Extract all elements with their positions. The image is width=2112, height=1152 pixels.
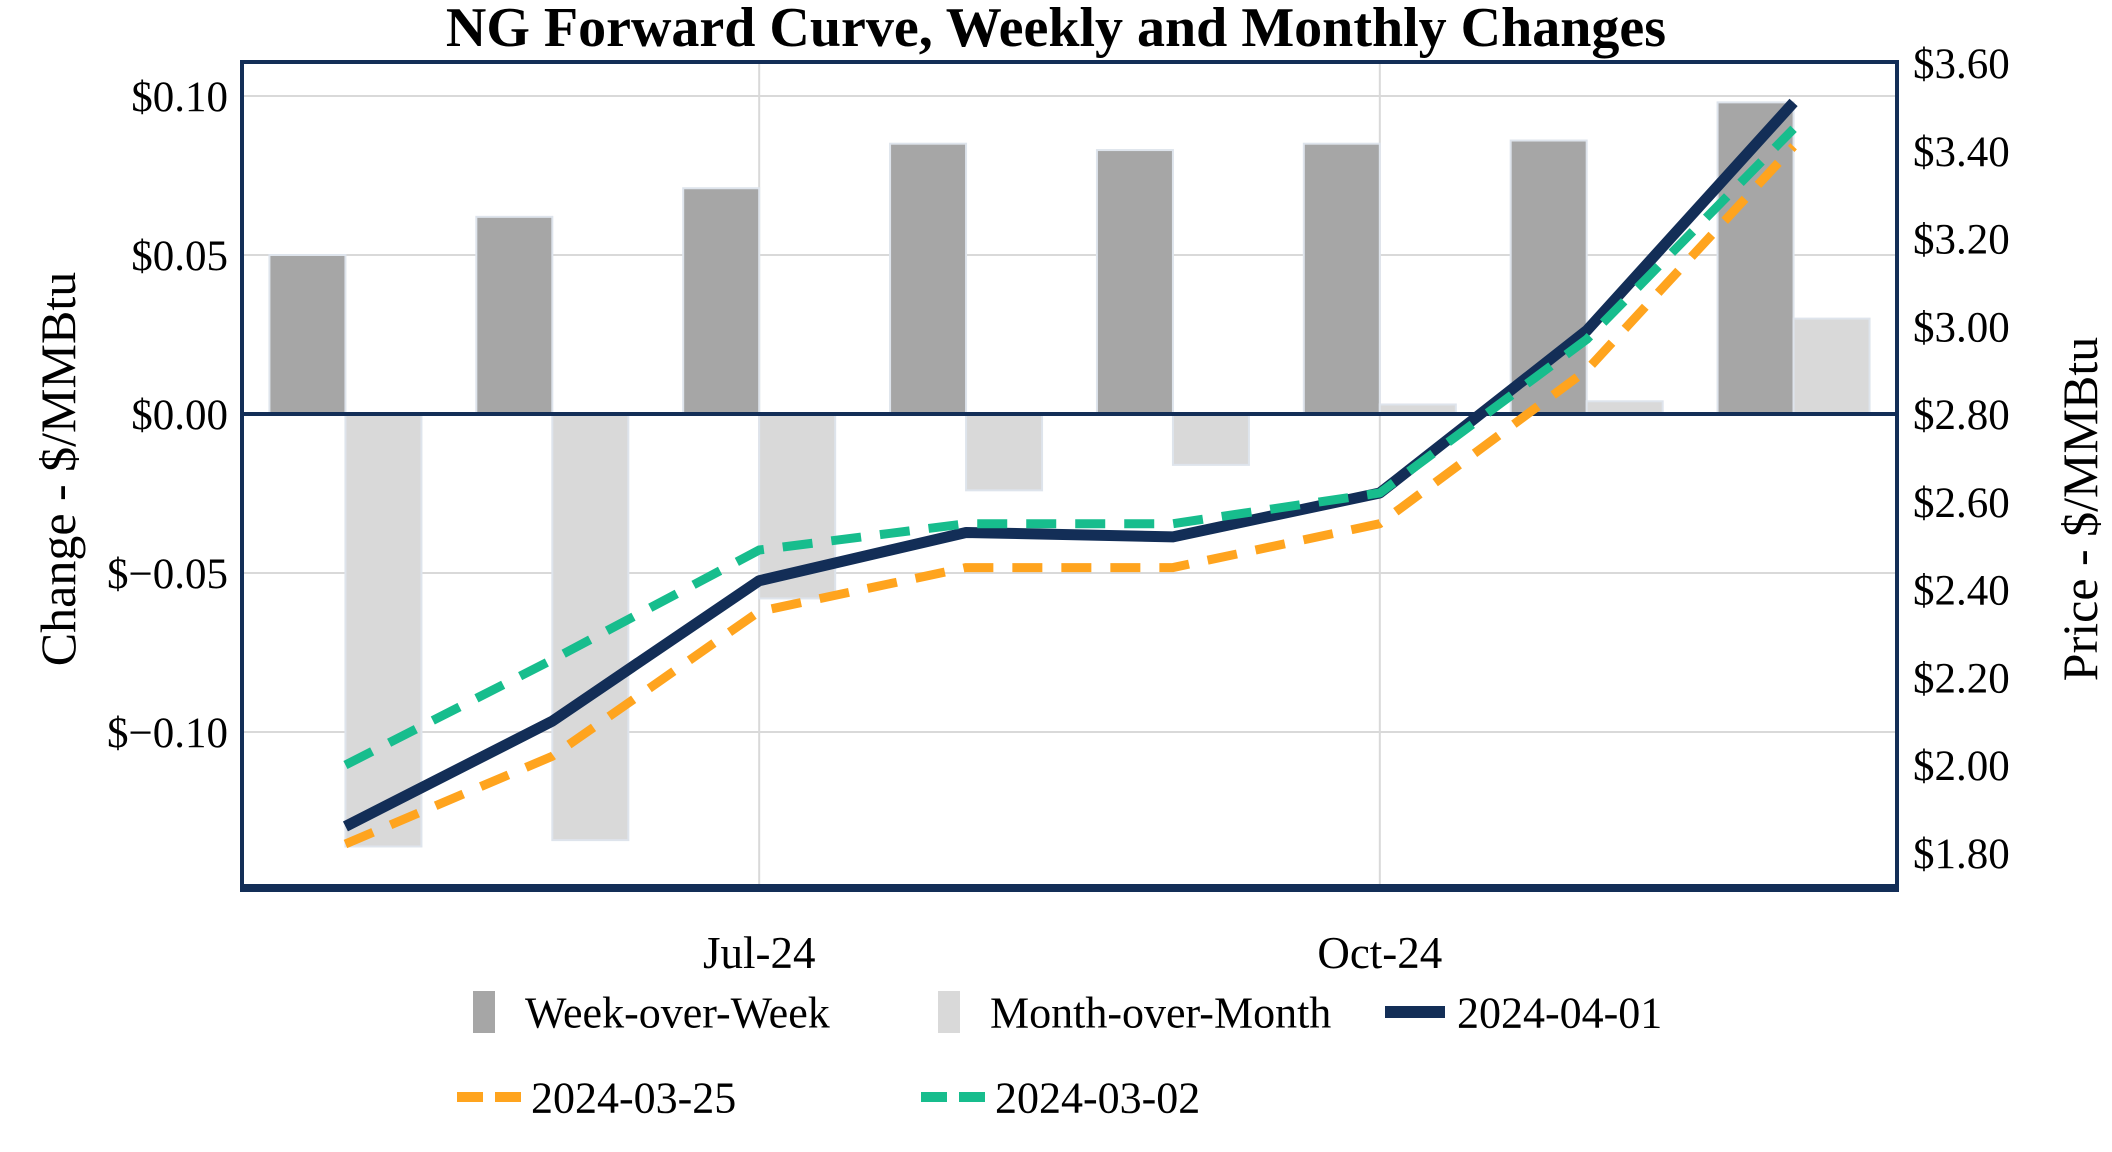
legend-dash-swatch [457, 1092, 483, 1102]
plot-frame [240, 60, 1899, 890]
right-axis-tick-label: $3.40 [1913, 129, 2010, 176]
legend-dash-swatch [959, 1092, 985, 1102]
wow-bar-1 [268, 254, 347, 415]
legend-label: 2024-03-25 [531, 1073, 736, 1122]
right-axis-tick-label: $2.40 [1913, 568, 2010, 615]
legend-label: 2024-04-01 [1457, 988, 1662, 1037]
mom-bar-5 [1171, 413, 1250, 466]
legend-item-Month-over-Month [938, 991, 960, 1033]
legend-item-2024-03-25 [457, 1092, 521, 1102]
wow-bar-3 [682, 187, 761, 415]
left-axis-tick-label: $0.05 [131, 233, 228, 280]
mom-bar-8 [1792, 317, 1871, 416]
right-axis-tick-label: $3.20 [1913, 217, 2010, 264]
x-axis-tick-label: Oct-24 [1317, 928, 1442, 978]
x-axis-tick-label: Jul-24 [703, 928, 816, 978]
left-axis-tick-label: $−0.05 [107, 551, 228, 598]
right-axis-tick-label: $2.20 [1913, 655, 2010, 702]
mom-bar-1 [344, 413, 423, 848]
legend-dash-swatch [921, 1092, 947, 1102]
right-axis-tick-label: $3.60 [1913, 41, 2010, 88]
legend-bar-swatch [473, 991, 495, 1033]
left-axis-tick-label: $0.10 [131, 74, 228, 121]
chart-title: NG Forward Curve, Weekly and Monthly Cha… [445, 0, 1667, 59]
price-line-2024-03-02 [343, 125, 1797, 770]
wow-bar-6 [1302, 142, 1381, 415]
legend-label: Month-over-Month [990, 988, 1331, 1037]
legend-label: Week-over-Week [525, 988, 830, 1037]
right-axis-tick-label: $2.60 [1913, 480, 2010, 527]
legend-solid-line-swatch [1385, 1006, 1445, 1018]
legend-item-Week-over-Week [473, 991, 495, 1033]
price-line-2024-04-01 [342, 98, 1798, 832]
left-axis-tick-label: $0.00 [131, 392, 228, 439]
legend-dash-swatch [495, 1092, 521, 1102]
legend-item-2024-04-01 [1385, 1006, 1445, 1018]
right-axis-tick-label: $2.80 [1913, 392, 2010, 439]
wow-bar-5 [1095, 149, 1174, 415]
price-line-2024-03-25 [343, 143, 1797, 849]
legend-item-2024-03-02 [921, 1092, 985, 1102]
right-axis-tick-label: $3.00 [1913, 304, 2010, 351]
mom-bar-4 [965, 413, 1044, 492]
right-axis-tick-label: $1.80 [1913, 831, 2010, 878]
wow-bar-2 [475, 215, 554, 415]
legend-bar-swatch [938, 991, 960, 1033]
right-axis-tick-label: $2.00 [1913, 743, 2010, 790]
left-axis-tick-label: $−0.10 [107, 710, 228, 757]
legend-label: 2024-03-02 [995, 1073, 1200, 1122]
wow-bar-4 [889, 142, 968, 415]
